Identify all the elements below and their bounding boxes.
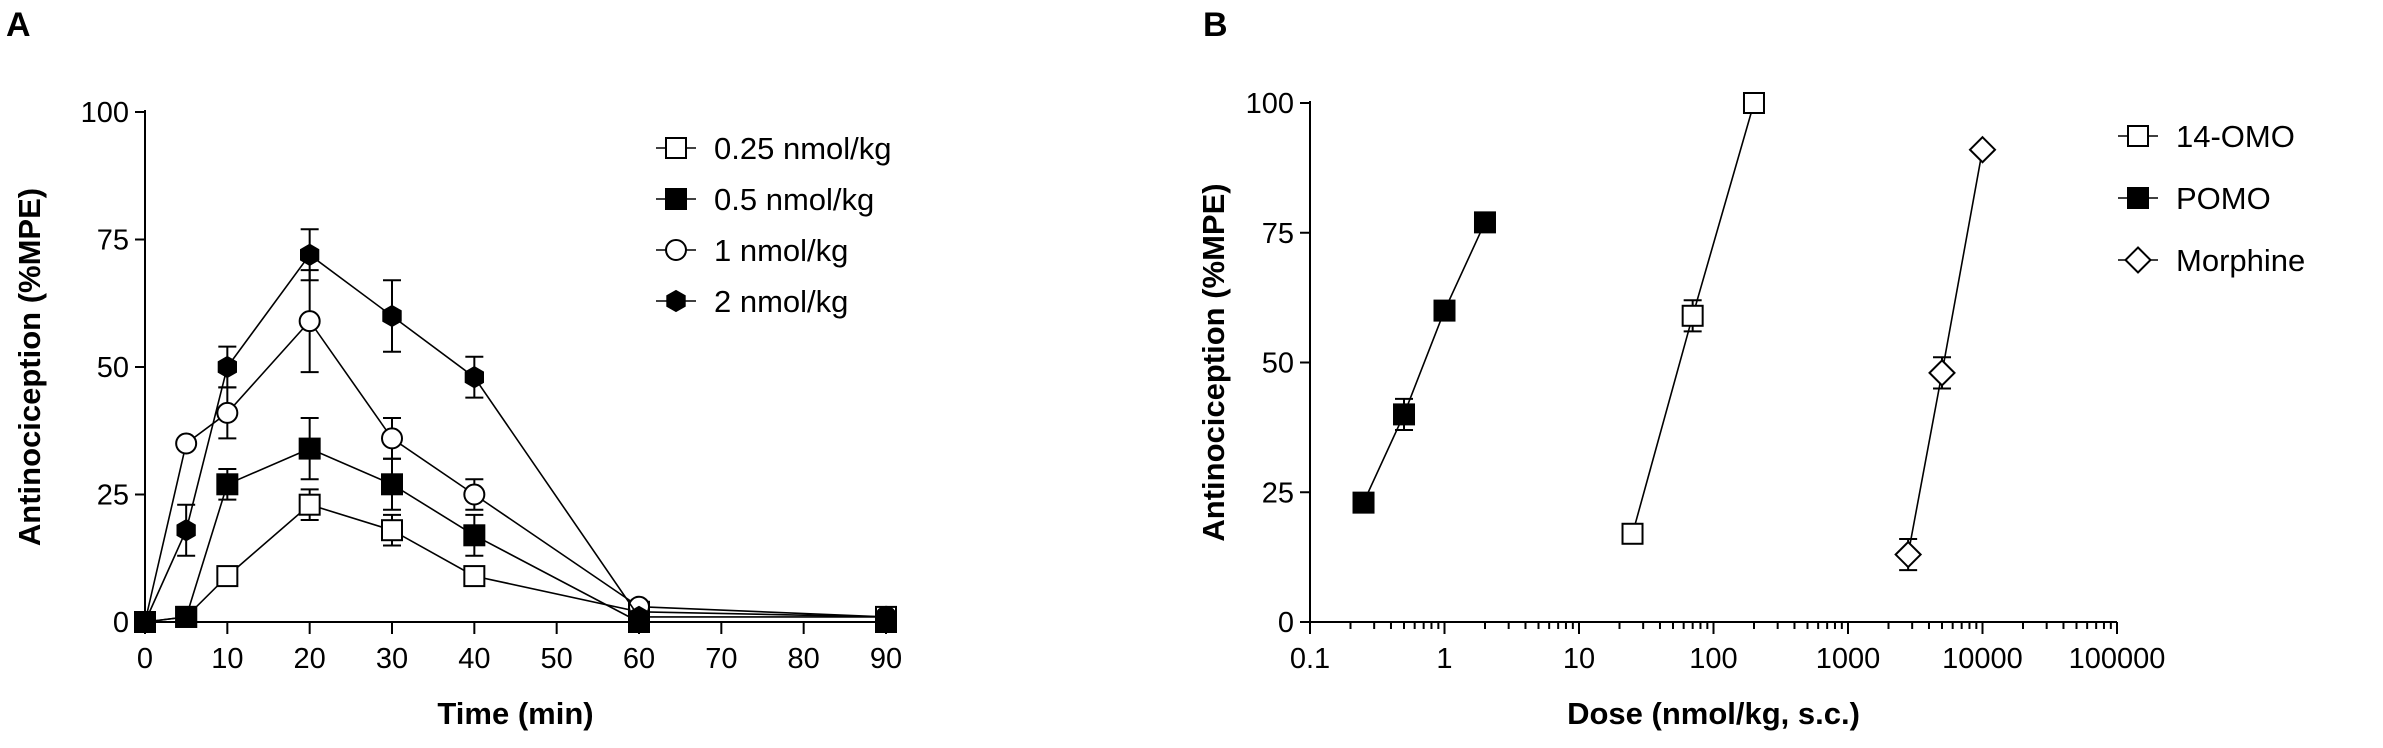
- data-point: [1352, 491, 1375, 514]
- data-point: [1681, 304, 1704, 327]
- data-point: [463, 524, 486, 547]
- series-line: [144, 253, 886, 623]
- panel-label-b: B: [1203, 6, 1228, 44]
- x-tick-label: 0.1: [1290, 643, 1330, 675]
- legend-marker: [2124, 246, 2152, 274]
- data-point: [1894, 540, 1923, 569]
- x-tick-label: 100000: [2069, 643, 2166, 675]
- data-point: [382, 304, 402, 328]
- legend-marker: [2127, 187, 2149, 209]
- legend-label: 1 nmol/kg: [714, 233, 848, 268]
- panel-b-chart: 0 25 50 75 100 0.1 1 10 100 1000 10000 100000 Dose (…: [1196, 88, 2305, 731]
- legend-label: 14-OMO: [2176, 119, 2295, 154]
- y-tick-label: 0: [113, 607, 129, 639]
- y-axis-title: Antinociception (%MPE): [12, 188, 47, 546]
- data-point: [381, 473, 403, 496]
- y-tick-label: 50: [97, 352, 129, 384]
- x-tick-label: 1000: [1816, 643, 1881, 675]
- y-tick-label: 25: [97, 480, 129, 512]
- panel-label-a: A: [6, 6, 31, 44]
- x-tick-label: 0: [137, 643, 153, 675]
- x-tick-label: 50: [541, 643, 573, 675]
- x-axis-title: Time (min): [437, 696, 593, 731]
- x-tick-label: 10: [1563, 643, 1595, 675]
- data-point: [876, 605, 896, 629]
- data-point: [629, 605, 649, 629]
- data-point: [216, 565, 239, 588]
- data-point: [1742, 92, 1765, 114]
- x-tick-label: 80: [788, 643, 820, 675]
- data-point: [175, 605, 198, 628]
- data-point: [1968, 135, 1997, 164]
- data-point: [464, 366, 484, 389]
- legend-marker: [665, 188, 687, 210]
- data-point: [298, 437, 321, 460]
- x-tick-label: 20: [294, 643, 326, 675]
- legend-label: POMO: [2176, 181, 2271, 216]
- x-axis-title: Dose (nmol/kg, s.c.): [1567, 696, 1860, 731]
- y-axis-title: Antinociception (%MPE): [1196, 183, 1231, 541]
- data-point: [463, 483, 486, 506]
- y-tick-label: 75: [1262, 218, 1294, 250]
- legend-marker: [666, 289, 686, 313]
- data-point: [1473, 211, 1496, 234]
- y-tick-label: 75: [97, 225, 129, 257]
- x-tick-label: 10000: [1942, 643, 2023, 675]
- legend-label: 0.5 nmol/kg: [714, 182, 874, 217]
- data-point: [298, 310, 321, 333]
- data-point: [381, 427, 403, 450]
- legend-marker: [2127, 125, 2149, 147]
- y-tick-label: 100: [81, 97, 129, 129]
- legend-marker: [665, 137, 687, 159]
- legend-label: 2 nmol/kg: [714, 284, 848, 319]
- y-tick-label: 50: [1262, 348, 1294, 380]
- x-tick-label: 40: [458, 643, 490, 675]
- series-line: [1362, 222, 1486, 503]
- data-point: [176, 519, 196, 542]
- x-tick-label: 90: [870, 643, 902, 675]
- legend-label: 0.25 nmol/kg: [714, 131, 892, 166]
- legend-marker: [665, 239, 687, 261]
- data-point: [135, 610, 155, 634]
- y-tick-label: 0: [1278, 607, 1294, 639]
- data-point: [216, 473, 239, 496]
- series-line: [144, 447, 886, 623]
- x-tick-label: 60: [623, 643, 655, 675]
- data-point: [1621, 522, 1644, 545]
- series-line: [1907, 149, 1984, 555]
- x-tick-label: 30: [376, 643, 408, 675]
- data-point: [298, 493, 321, 516]
- data-point: [463, 565, 486, 588]
- data-point: [381, 519, 403, 542]
- y-tick-label: 100: [1246, 88, 1294, 120]
- data-point: [217, 355, 237, 379]
- data-point: [175, 432, 198, 455]
- panel-a-chart: 0 25 50 75 100 0 10 20 30 40 50 60 70 80 90 Time (min) A…: [12, 97, 902, 731]
- x-tick-label: 70: [705, 643, 737, 675]
- data-point: [300, 243, 320, 266]
- x-tick-label: 10: [211, 643, 243, 675]
- y-tick-label: 25: [1262, 477, 1294, 509]
- data-point: [1393, 403, 1416, 426]
- legend-label: Morphine: [2176, 243, 2305, 278]
- data-point: [216, 401, 239, 424]
- x-tick-label: 1: [1436, 643, 1452, 675]
- data-point: [1928, 358, 1956, 387]
- x-tick-label: 100: [1689, 643, 1737, 675]
- data-point: [1433, 299, 1456, 322]
